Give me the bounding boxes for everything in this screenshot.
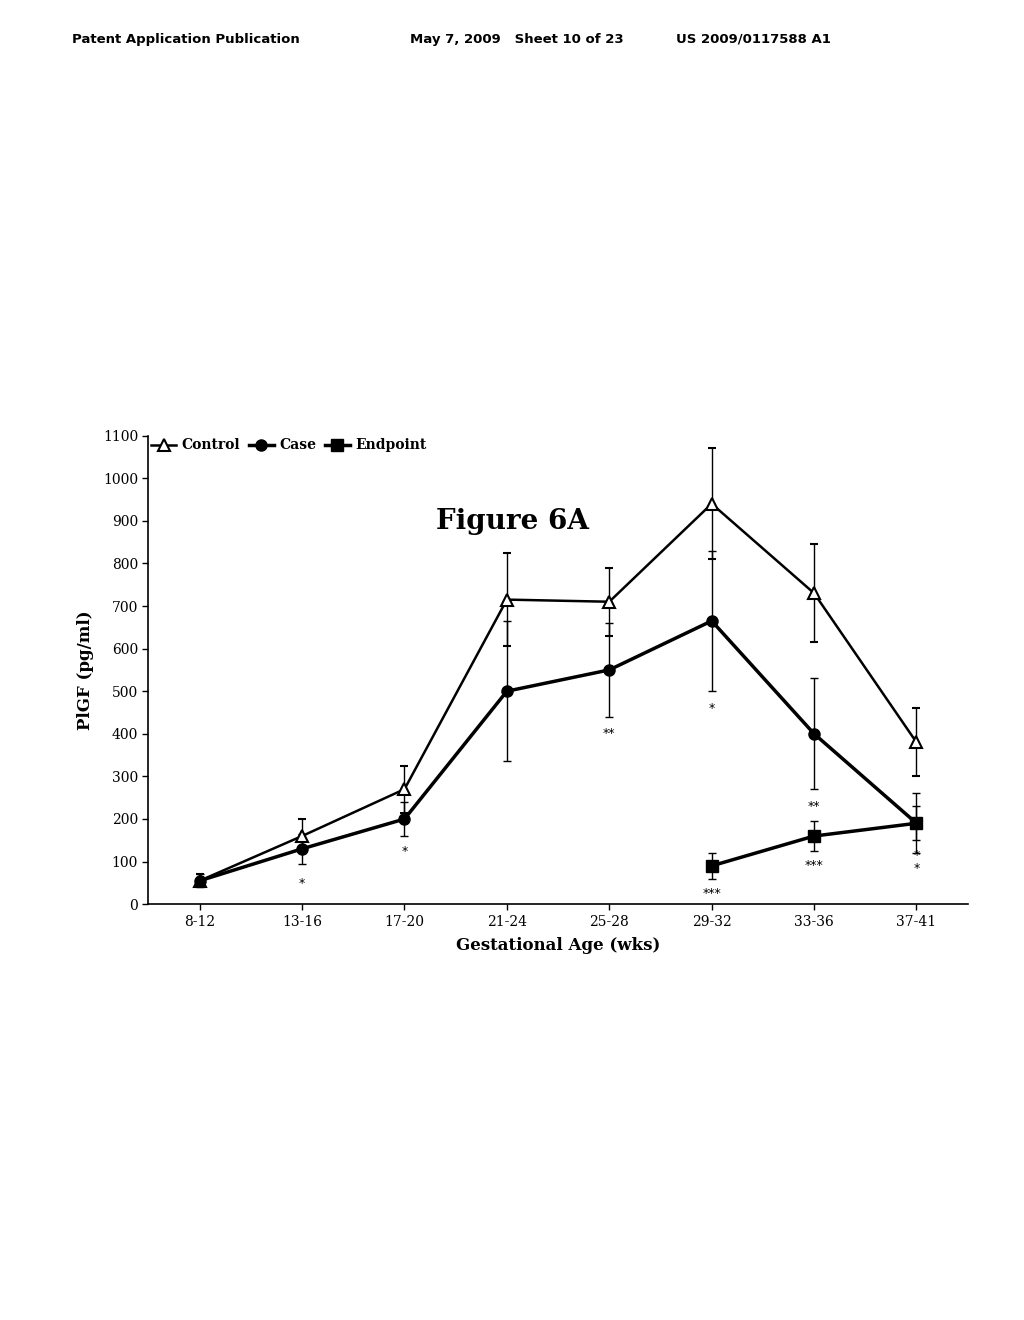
Text: ***: *** [702, 887, 721, 900]
Text: May 7, 2009   Sheet 10 of 23: May 7, 2009 Sheet 10 of 23 [410, 33, 624, 46]
Legend: Control, Case, Endpoint: Control, Case, Endpoint [152, 438, 426, 453]
Text: US 2009/0117588 A1: US 2009/0117588 A1 [676, 33, 830, 46]
Text: Figure 6A: Figure 6A [435, 508, 589, 535]
Text: *: * [913, 862, 920, 875]
Text: **: ** [603, 727, 615, 741]
Text: Patent Application Publication: Patent Application Publication [72, 33, 299, 46]
X-axis label: Gestational Age (wks): Gestational Age (wks) [456, 937, 660, 954]
Text: *: * [401, 845, 408, 858]
Text: *: * [913, 849, 920, 862]
Y-axis label: PlGF (pg/ml): PlGF (pg/ml) [78, 610, 94, 730]
Text: *: * [709, 702, 715, 715]
Text: *: * [299, 876, 305, 890]
Text: ***: *** [805, 859, 823, 873]
Text: **: ** [808, 800, 820, 813]
